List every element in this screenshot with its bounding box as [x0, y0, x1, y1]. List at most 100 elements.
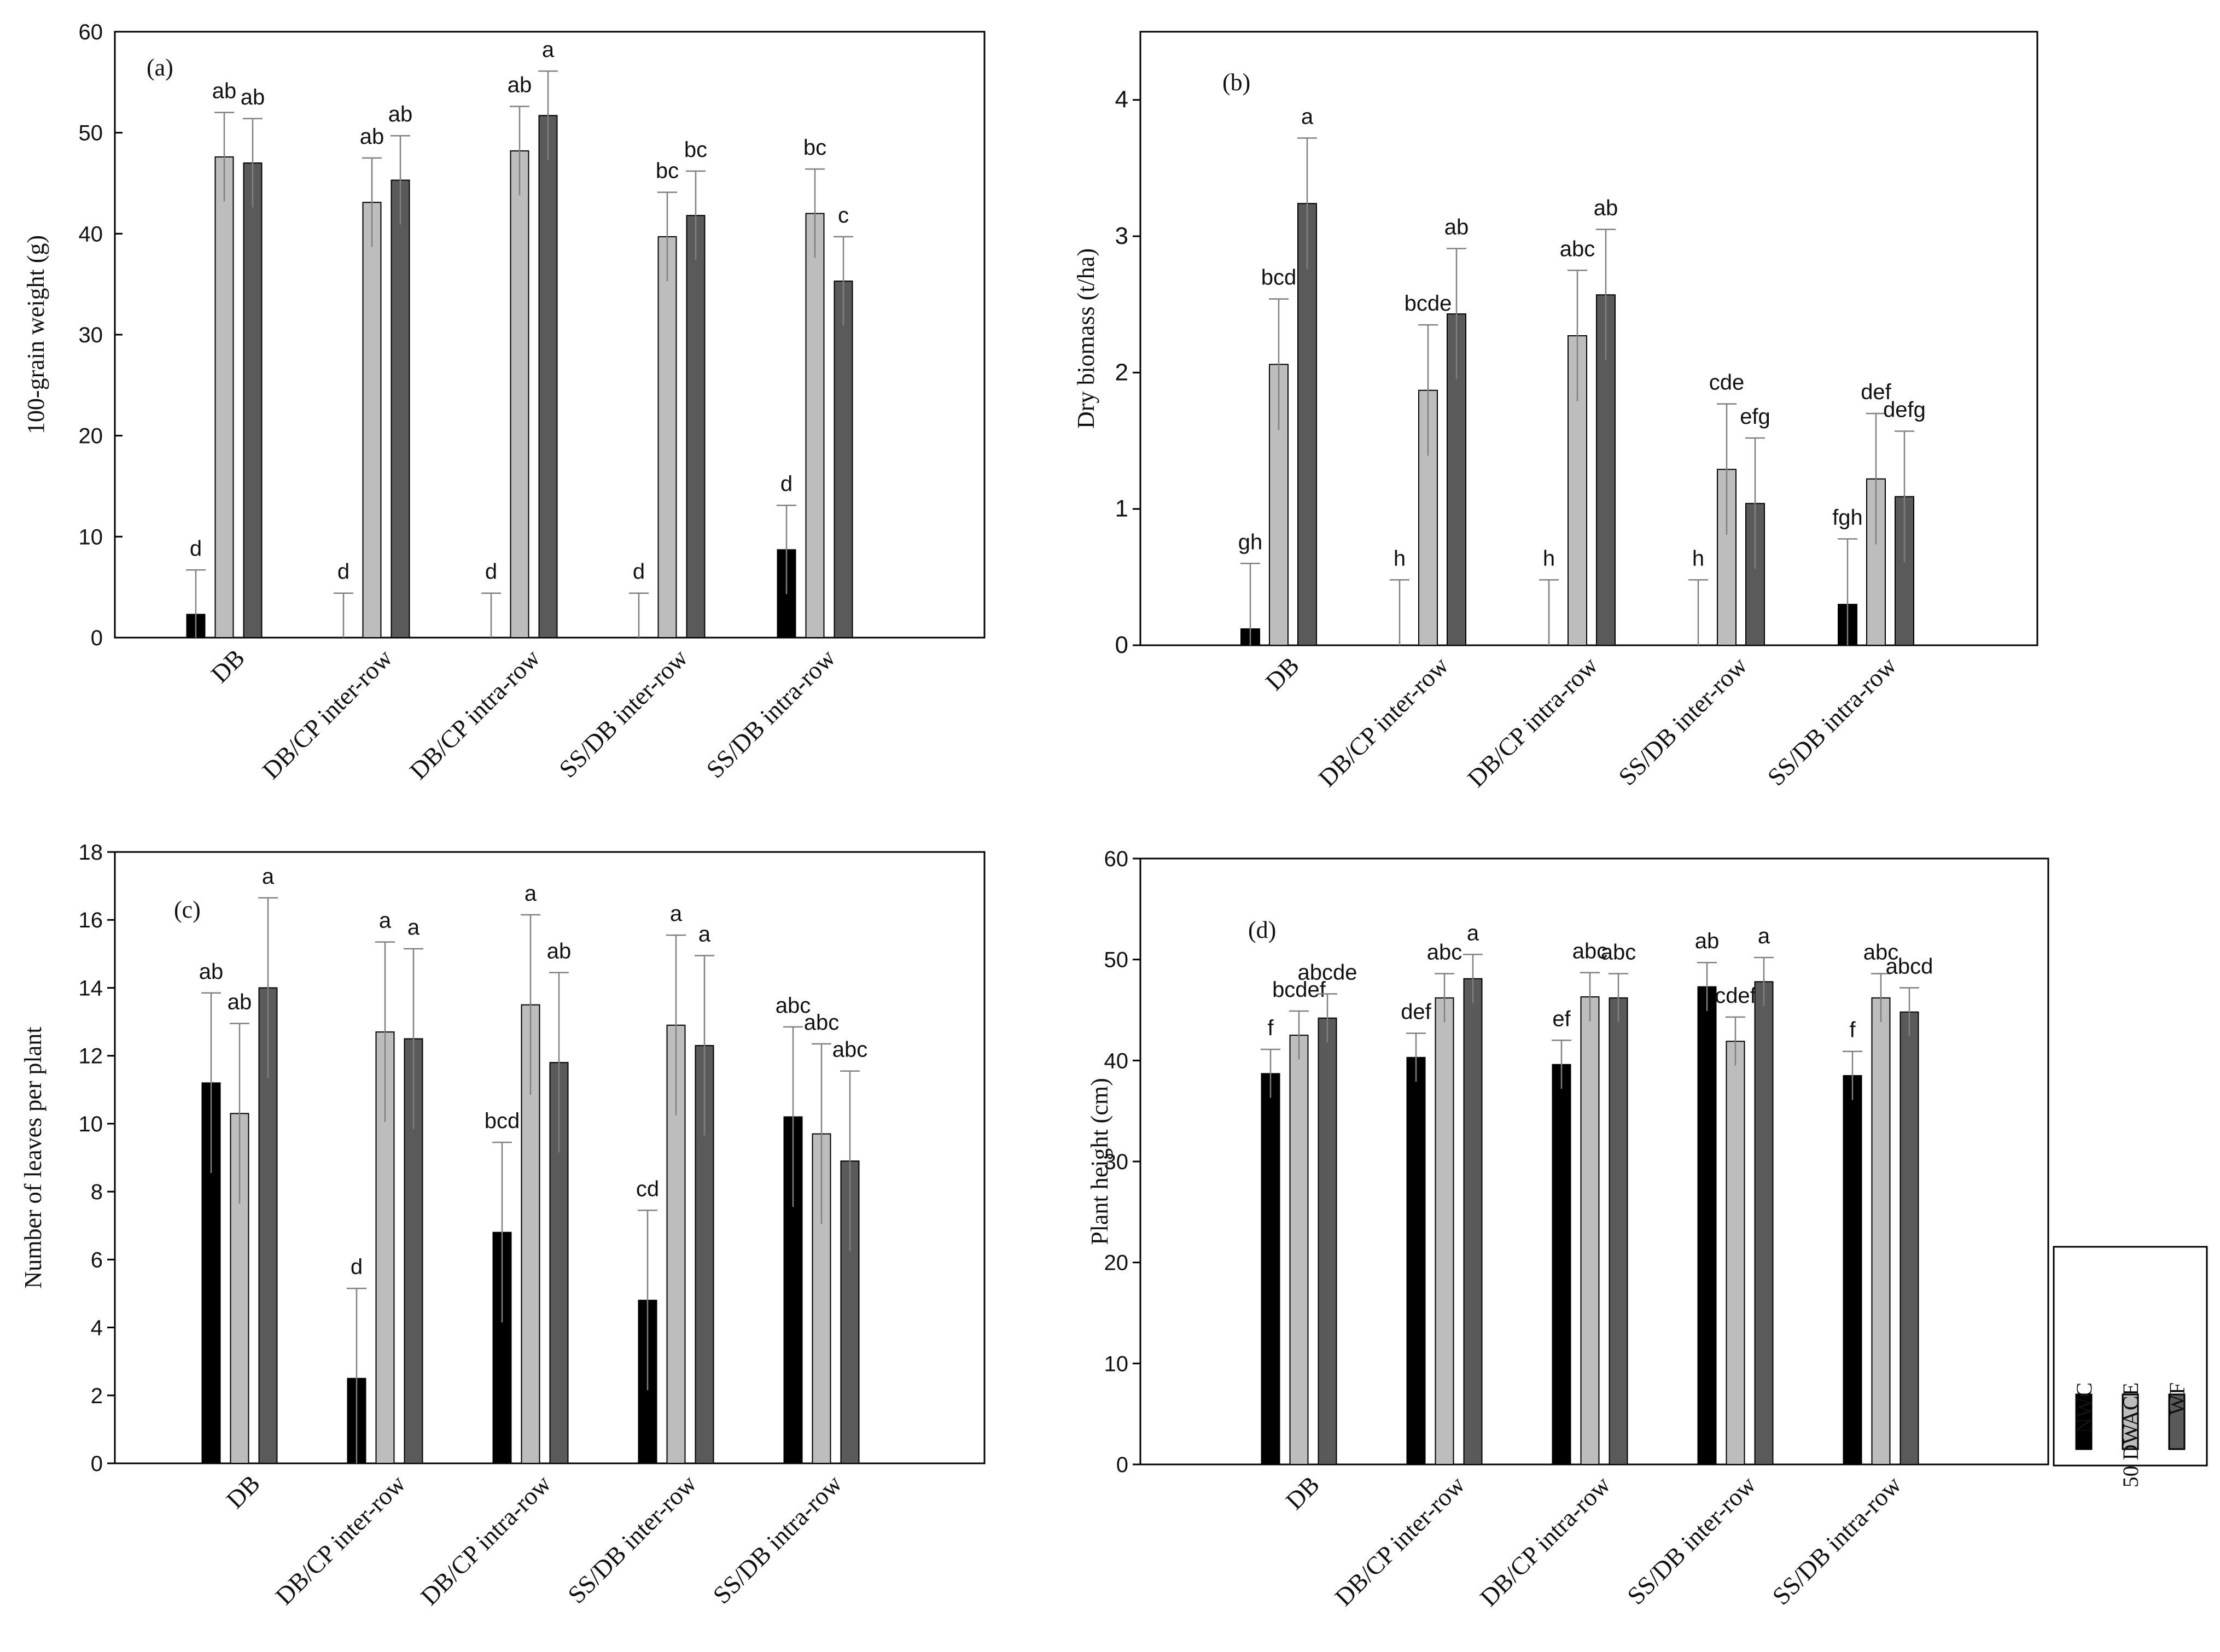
significance-letter-1-4: bc [803, 136, 826, 160]
significance-letter-2-4: defg [1883, 398, 1926, 422]
significance-letter-0-4: f [1849, 1018, 1856, 1042]
significance-letter-2-2: ab [1594, 196, 1618, 220]
bar-50-dwace-3 [1726, 1041, 1745, 1466]
bar-50-dwace-1 [375, 1031, 395, 1464]
significance-letter-2-4: c [838, 203, 849, 227]
significance-letter-0-4: d [780, 472, 793, 496]
significance-letter-0-3: cd [636, 1177, 659, 1201]
bar-50-dwace-4 [812, 1133, 831, 1464]
bar-50-dwace-1 [1435, 997, 1454, 1465]
bar-wf-0 [243, 162, 263, 639]
ytick-label-7: 14 [79, 976, 103, 1000]
ytick-label-2: 2 [1115, 359, 1128, 386]
bar-nwc-4 [1843, 1075, 1862, 1465]
ytick-label-1: 10 [1104, 1352, 1129, 1376]
significance-letter-2-3: bc [684, 138, 707, 162]
significance-letter-0-2: d [485, 560, 497, 584]
significance-letter-2-3: a [698, 922, 711, 946]
ytick-label-1: 1 [1115, 495, 1128, 522]
ytick-label-2: 20 [79, 424, 103, 448]
ytick-label-5: 50 [79, 121, 103, 145]
bar-wf-1 [1463, 978, 1483, 1465]
bar-nwc-0 [1261, 1073, 1280, 1465]
significance-letter-2-4: abc [832, 1038, 868, 1062]
significance-letter-1-1: abc [1427, 941, 1462, 965]
bar-50-dwace-3 [657, 236, 677, 638]
significance-letter-1-3: cde [1709, 371, 1745, 395]
ytick-label-2: 20 [1104, 1251, 1129, 1275]
bar-wf-2 [1609, 997, 1628, 1465]
ytick-label-2: 4 [91, 1316, 103, 1340]
panel-d-label: (d) [1248, 917, 1276, 943]
significance-letter-0-0: ab [199, 960, 224, 984]
legend-label-1: 50 DWACE [2118, 1382, 2143, 1487]
significance-letter-1-4: abc [1863, 941, 1899, 965]
legend-swatch-1 [2122, 1393, 2139, 1450]
ytick-label-0: 0 [91, 1452, 103, 1476]
significance-letter-2-3: a [1758, 924, 1770, 948]
significance-letter-0-2: h [1543, 546, 1555, 570]
bar-nwc-1 [1406, 1056, 1426, 1465]
bar-50-dwace-4 [805, 213, 825, 638]
ytick-label-4: 40 [1104, 1049, 1129, 1073]
significance-letter-2-1: a [1467, 921, 1479, 945]
legend-swatch-2 [2168, 1393, 2186, 1450]
legend-swatch-0 [2075, 1393, 2093, 1450]
ytick-label-6: 60 [1104, 847, 1129, 871]
significance-letter-1-4: abc [804, 1011, 840, 1035]
bar-50-dwace-2 [1580, 996, 1600, 1465]
legend-label-2: WF [2165, 1382, 2189, 1415]
significance-letter-1-0: bcd [1261, 266, 1297, 290]
significance-letter-0-1: d [337, 560, 349, 584]
ytick-label-0: 0 [91, 626, 103, 650]
significance-letter-0-0: d [190, 536, 202, 561]
panel-c: (c) Number of leaves per plant 0 2 4 6 8 10 12… [20, 840, 986, 1610]
significance-letter-2-1: a [407, 915, 420, 939]
ytick-label-3: 6 [91, 1248, 103, 1272]
significance-letter-1-1: ab [360, 125, 384, 149]
bar-50-dwace-1 [362, 202, 382, 638]
bar-wf-3 [686, 215, 706, 638]
bar-wf-0 [1318, 1017, 1337, 1465]
significance-letter-0-1: h [1394, 546, 1406, 570]
bar-50-dwace-2 [510, 150, 529, 638]
significance-letter-1-2: ab [508, 73, 532, 97]
significance-letter-2-4: abcd [1886, 954, 1933, 978]
significance-letter-0-0: gh [1238, 530, 1263, 554]
significance-letter-1-2: abc [1572, 939, 1608, 964]
panel-c-ylabel: Number of leaves per plant [20, 1027, 46, 1289]
significance-letter-0-2: ef [1552, 1007, 1571, 1031]
significance-letter-1-1: bcde [1405, 291, 1452, 316]
significance-letter-1-1: a [379, 909, 392, 933]
panel-b-frame [1139, 31, 2038, 646]
panel-a-label: (a) [147, 54, 173, 81]
panel-b-ylabel: Dry biomass (t/ha) [1073, 248, 1099, 429]
significance-letter-0-2: bcd [485, 1109, 520, 1133]
significance-letter-1-0: bcdef [1272, 978, 1326, 1002]
significance-letter-1-3: bc [656, 159, 679, 183]
significance-letter-2-3: efg [1740, 405, 1770, 429]
significance-letter-2-0: abcde [1298, 960, 1357, 984]
panel-b-label: (b) [1222, 69, 1250, 96]
bar-wf-4 [834, 281, 853, 638]
bar-50-dwace-4 [1871, 997, 1891, 1465]
ytick-label-9: 18 [79, 840, 103, 865]
significance-letter-0-1: d [351, 1255, 363, 1279]
ytick-label-4: 4 [1115, 86, 1128, 113]
ytick-label-0: 0 [1116, 1453, 1128, 1477]
bar-wf-1 [391, 179, 410, 638]
significance-letter-1-3: a [670, 902, 683, 926]
ytick-label-1: 10 [79, 525, 103, 549]
significance-letter-0-3: d [633, 560, 645, 584]
significance-letter-1-2: a [525, 882, 537, 906]
ytick-label-3: 30 [79, 323, 103, 347]
significance-letter-2-0: a [262, 865, 275, 889]
bar-nwc-3 [1697, 986, 1717, 1465]
significance-letter-0-0: f [1267, 1016, 1274, 1040]
bar-wf-2 [538, 115, 558, 639]
ytick-label-4: 40 [79, 222, 103, 246]
significance-letter-2-2: abc [1601, 941, 1636, 965]
legend-label-0: NWC [2072, 1382, 2096, 1433]
significance-letter-1-0: ab [228, 990, 252, 1014]
